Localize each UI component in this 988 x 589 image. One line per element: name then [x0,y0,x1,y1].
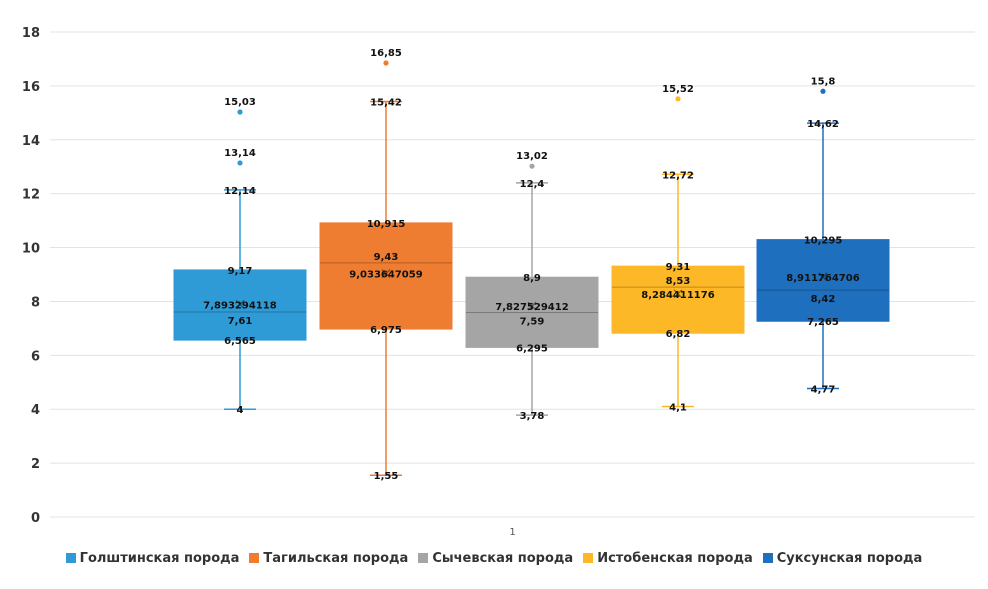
mean-label: 7,827529412 [495,302,568,313]
q1-label: 6,295 [516,343,548,354]
outlier-point [820,88,826,94]
mean-marker [527,301,537,311]
q1-label: 7,265 [807,317,839,328]
outlier-point [383,60,389,66]
y-tick-label: 4 [31,403,40,418]
min-label: 1,55 [374,471,399,482]
outlier-point [237,109,243,115]
outlier-point [529,163,535,169]
mean-marker [673,289,683,299]
mean-label: 9,033647059 [349,270,422,281]
mean-marker [235,299,245,309]
median-label: 8,42 [811,294,836,305]
outlier-label: 13,02 [516,151,548,162]
legend-swatch [249,553,260,563]
legend-item: Истобенская порода [583,551,753,566]
legend-swatch [583,553,594,563]
q1-label: 6,82 [666,329,691,340]
outlier-point [675,96,681,102]
outlier-label: 15,52 [662,84,694,95]
box [173,269,307,341]
legend: Голштинская порода Тагильская порода Сычев… [0,551,988,566]
q3-label: 8,9 [523,273,541,284]
max-label: 12,14 [224,186,256,197]
min-label: 4,77 [811,384,836,395]
y-tick-label: 8 [31,295,40,310]
legend-item: Сычевская порода [418,551,573,566]
y-tick-label: 12 [22,188,40,203]
legend-label: Сычевская порода [432,551,574,566]
min-label: 3,78 [520,411,545,422]
min-label: 4,1 [669,403,687,414]
median-label: 9,43 [374,252,399,263]
y-tick-label: 10 [22,242,40,257]
y-tick-label: 14 [22,134,40,149]
legend-swatch [418,553,429,563]
outlier-label: 15,03 [224,97,256,108]
box [756,239,890,322]
median-label: 8,53 [666,276,691,287]
mean-marker [381,269,391,279]
legend-swatch [65,553,76,563]
x-tick-label: 1 [509,527,515,538]
legend-label: Голштинская порода [79,551,240,566]
legend-swatch [762,553,773,563]
outlier-label: 16,85 [370,48,402,59]
q3-label: 10,915 [367,219,406,230]
legend-item: Тагильская порода [249,551,408,566]
y-tick-label: 0 [31,511,40,526]
max-label: 15,42 [370,98,402,109]
outlier-label: 13,14 [224,148,256,159]
legend-item: Суксунская порода [762,551,923,566]
y-tick-label: 18 [22,26,40,41]
box [319,222,453,330]
y-tick-label: 2 [31,457,40,472]
mean-label: 7,893294118 [203,300,276,311]
legend-label: Тагильская порода [263,551,409,566]
legend-label: Истобенская порода [597,551,753,566]
q1-label: 6,565 [224,336,256,347]
legend-label: Суксунская порода [776,551,923,566]
min-label: 4 [237,405,244,416]
outlier-label: 15,8 [811,76,836,87]
mean-label: 8,911764706 [786,273,859,284]
q3-label: 10,295 [804,236,843,247]
y-tick-label: 16 [22,80,40,95]
max-label: 12,4 [520,179,545,190]
mean-label: 8,284411176 [641,290,714,301]
box [465,276,599,348]
outlier-point [237,160,243,166]
q1-label: 6,975 [370,325,402,336]
max-label: 12,72 [662,170,694,181]
q3-label: 9,31 [666,262,691,273]
legend-item: Голштинская порода [65,551,240,566]
max-label: 14,62 [807,119,839,130]
box [611,265,745,334]
q3-label: 9,17 [228,266,253,277]
median-label: 7,61 [228,316,253,327]
y-tick-label: 6 [31,349,40,364]
median-label: 7,59 [520,316,545,327]
mean-marker [818,272,828,282]
